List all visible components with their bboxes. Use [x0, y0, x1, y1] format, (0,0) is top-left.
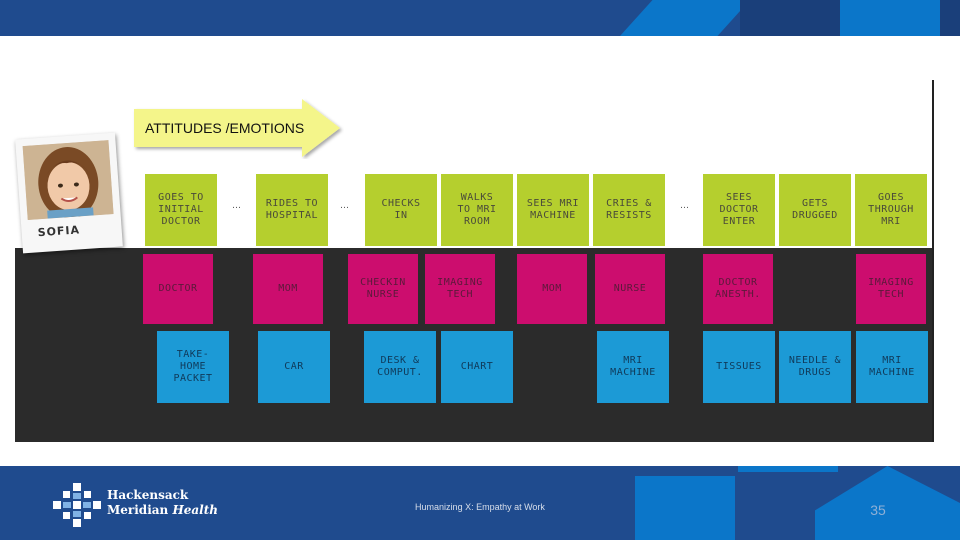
child-portrait-icon [22, 140, 114, 220]
top-banner-accent-right [840, 0, 940, 36]
ellipsis-2: … [340, 201, 349, 211]
persona-name: SOFIA [37, 223, 81, 240]
journey-map-border [932, 80, 934, 442]
person-note-6: NURSE [595, 254, 665, 324]
step-note-5: SEES MRI MACHINE [517, 174, 589, 246]
page-number: 35 [870, 502, 886, 518]
footer-accent-1 [635, 476, 735, 540]
attitudes-arrow-icon [134, 99, 340, 157]
person-note-4: IMAGING TECH [425, 254, 495, 324]
object-note-8: MRI MACHINE [856, 331, 928, 403]
top-banner [0, 0, 960, 36]
object-note-1: TAKE- HOME PACKET [157, 331, 229, 403]
ellipsis-3: … [680, 201, 689, 211]
hackensack-logo-icon [53, 483, 101, 527]
footer-banner [0, 466, 960, 540]
person-note-7: DOCTOR ANESTH. [703, 254, 773, 324]
object-note-3: DESK & COMPUT. [364, 331, 436, 403]
ellipsis-1: … [232, 201, 241, 211]
brand-line-2b: Health [172, 503, 219, 517]
step-note-3: CHECKS IN [365, 174, 437, 246]
person-note-1: DOCTOR [143, 254, 213, 324]
step-note-8: GETS DRUGGED [779, 174, 851, 246]
brand-line-2: Meridian Health [107, 503, 218, 518]
persona-photo-card: SOFIA [15, 132, 123, 254]
object-note-4: CHART [441, 331, 513, 403]
footer-accent-2 [738, 466, 838, 472]
top-banner-accent-edge [940, 0, 960, 36]
object-note-2: CAR [258, 331, 330, 403]
step-note-6: CRIES & RESISTS [593, 174, 665, 246]
object-note-5: MRI MACHINE [597, 331, 669, 403]
top-banner-accent-mid [740, 0, 840, 36]
step-note-9: GOES THROUGH MRI [855, 174, 927, 246]
person-note-8: IMAGING TECH [856, 254, 926, 324]
person-note-3: CHECKIN NURSE [348, 254, 418, 324]
object-note-6: TISSUES [703, 331, 775, 403]
top-banner-accent-left [620, 0, 750, 36]
step-note-4: WALKS TO MRI ROOM [441, 174, 513, 246]
object-note-7: NEEDLE & DRUGS [779, 331, 851, 403]
brand-line-2a: Meridian [107, 503, 169, 517]
step-note-7: SEES DOCTOR ENTER [703, 174, 775, 246]
attitudes-emotions-label: ATTITUDES /EMOTIONS [145, 120, 305, 136]
step-note-2: RIDES TO HOSPITAL [256, 174, 328, 246]
person-note-5: MOM [517, 254, 587, 324]
brand-wordmark: Hackensack Meridian Health [107, 488, 218, 518]
step-note-1: GOES TO INITIAL DOCTOR [145, 174, 217, 246]
persona-photo [22, 140, 114, 220]
person-note-2: MOM [253, 254, 323, 324]
brand-line-1: Hackensack [107, 488, 189, 502]
footer-caption: Humanizing X: Empathy at Work [415, 502, 545, 512]
